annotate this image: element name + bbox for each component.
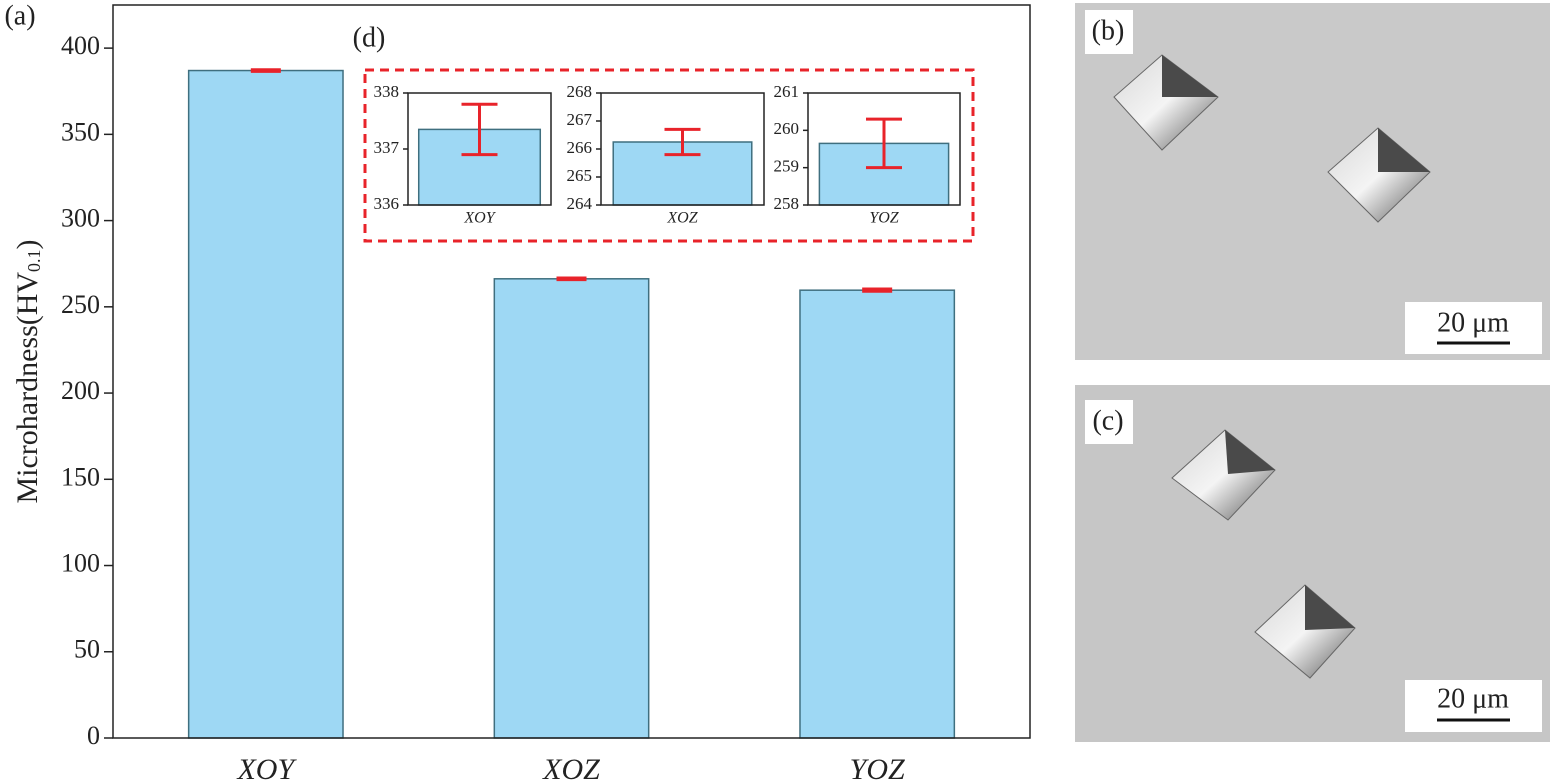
y-tick-label: 267	[567, 110, 593, 129]
bar	[493, 278, 650, 739]
inset-outline	[363, 68, 975, 243]
x-tick-label: XOY	[236, 753, 297, 783]
scale-box	[1405, 680, 1542, 732]
error-bar	[664, 127, 701, 157]
plot-frame	[807, 92, 961, 206]
y-axis-label-part: Microhardness(HV	[11, 272, 44, 504]
scale-box	[1405, 302, 1542, 354]
indent-face	[1305, 585, 1355, 630]
micrograph-b	[1075, 3, 1550, 360]
y-tick-label: 350	[61, 117, 100, 146]
y-axis-label-part: )	[11, 239, 44, 249]
y-axis-label: Microhardness(HV0.1)	[11, 239, 44, 503]
y-tick-label: 150	[61, 462, 100, 491]
x-tick-label: XOZ	[666, 210, 698, 227]
y-tick-label: 260	[774, 119, 800, 138]
error-bar	[866, 117, 902, 170]
y-tick-label: 337	[374, 138, 400, 157]
error-bar	[862, 287, 893, 293]
y-axis-label-subscript: 0.1	[24, 249, 44, 272]
indent-face	[1378, 128, 1430, 172]
plot-frame	[112, 4, 1031, 739]
bar	[187, 69, 344, 739]
indent-face	[1225, 430, 1275, 474]
panel-label: (b)	[1092, 15, 1125, 46]
bar	[799, 289, 956, 739]
inset-label: (d)	[353, 22, 386, 53]
x-tick-label: XOZ	[542, 753, 600, 783]
error-bar	[461, 102, 498, 157]
x-tick-label: YOZ	[850, 753, 905, 783]
x-tick-label: YOZ	[869, 210, 899, 227]
micrograph-c	[1075, 385, 1550, 742]
y-tick-label: 336	[374, 194, 400, 213]
error-bar	[556, 276, 587, 282]
panel-label: (a)	[4, 0, 35, 31]
plot-frame	[407, 92, 552, 206]
y-tick-label: 50	[74, 635, 100, 664]
y-tick-label: 250	[61, 290, 100, 319]
scale-label: 20 μm	[1437, 683, 1509, 714]
y-tick-label: 0	[87, 721, 100, 750]
y-tick-label: 266	[567, 138, 593, 157]
indent-face	[1162, 55, 1218, 97]
y-tick-label: 258	[774, 194, 800, 213]
y-tick-label: 261	[774, 82, 800, 101]
y-tick-label: 259	[774, 157, 800, 176]
y-tick-label: 400	[61, 31, 100, 60]
y-tick-label: 338	[374, 82, 400, 101]
panel-label: (c)	[1092, 405, 1123, 436]
label-box	[1085, 10, 1133, 54]
y-tick-label: 300	[61, 204, 100, 233]
label-box	[1085, 400, 1133, 444]
scale-label: 20 μm	[1437, 307, 1509, 338]
y-tick-label: 265	[567, 166, 593, 185]
y-tick-label: 264	[567, 194, 593, 213]
y-tick-label: 200	[61, 376, 100, 405]
y-tick-label: 268	[567, 82, 593, 101]
x-tick-label: XOY	[463, 210, 496, 227]
error-bar	[250, 68, 281, 73]
plot-frame	[600, 92, 765, 206]
y-tick-label: 100	[61, 548, 100, 577]
